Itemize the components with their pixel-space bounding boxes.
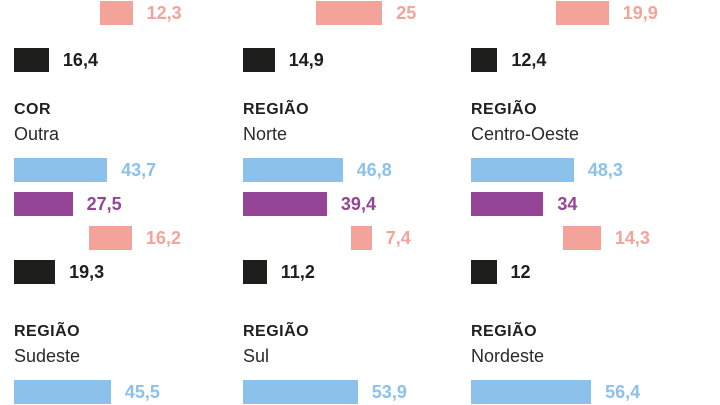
bar-series-3 [351, 226, 372, 250]
bar-series-3 [563, 226, 601, 250]
bar-value-label: 7,4 [385, 228, 411, 248]
bar-value-label: 46,8 [356, 160, 392, 180]
bar-series-3 [556, 1, 609, 25]
bar-value-label: 12 [510, 262, 531, 282]
bar-series-1 [243, 158, 343, 182]
bar-series-2 [471, 192, 544, 216]
bar-value-label: 56,4 [605, 382, 641, 402]
panel-category-label: REGIÃO [14, 323, 81, 340]
panel-category-label: REGIÃO [471, 323, 538, 340]
bar-value-label: 34 [557, 194, 578, 214]
bar-series-4 [243, 48, 275, 72]
bar-value-label: 53,9 [371, 382, 407, 402]
bar-value-label: 16,4 [62, 50, 98, 70]
panel-title: Sul [243, 346, 270, 366]
bar-series-4 [243, 260, 267, 284]
bar-value-label: 19,3 [69, 262, 105, 282]
bar-value-label: 25 [396, 3, 417, 23]
bar-value-label: 12,4 [511, 50, 547, 70]
panel-title: Norte [243, 124, 288, 144]
bar-series-4 [14, 260, 56, 284]
panel-title: Sudeste [14, 346, 81, 366]
bar-value-label: 43,7 [121, 160, 157, 180]
panel-category-label: REGIÃO [243, 323, 310, 340]
panel-category-label: REGIÃO [471, 101, 538, 118]
bar-series-2 [243, 192, 327, 216]
bar-series-1 [471, 380, 592, 404]
bar-value-label: 48,3 [587, 160, 623, 180]
bar-value-label: 14,3 [614, 228, 650, 248]
panel-category-label: REGIÃO [243, 101, 310, 118]
bar-value-label: 45,5 [124, 382, 160, 402]
bar-series-1 [14, 158, 108, 182]
bar-series-3 [89, 226, 132, 250]
bar-series-1 [243, 380, 358, 404]
bar-series-1 [14, 380, 111, 404]
panel-title: Nordeste [471, 346, 545, 366]
panel-title: Centro-Oeste [471, 124, 580, 144]
bar-value-label: 19,9 [622, 3, 658, 23]
bar-value-label: 27,5 [86, 194, 122, 214]
bar-series-2 [14, 192, 73, 216]
bar-series-3 [100, 1, 133, 25]
panel-category-label: COR [14, 101, 52, 118]
bar-value-label: 11,2 [280, 262, 315, 282]
bar-series-1 [471, 158, 574, 182]
bar-series-3 [316, 1, 383, 25]
bar-value-label: 39,4 [340, 194, 376, 214]
bar-value-label: 16,2 [145, 228, 181, 248]
panel-title: Outra [14, 124, 60, 144]
bar-value-label: 14,9 [288, 50, 324, 70]
bar-series-4 [471, 260, 497, 284]
bar-series-4 [471, 48, 498, 72]
bar-series-4 [14, 48, 49, 72]
bar-value-label: 12,3 [146, 3, 182, 23]
